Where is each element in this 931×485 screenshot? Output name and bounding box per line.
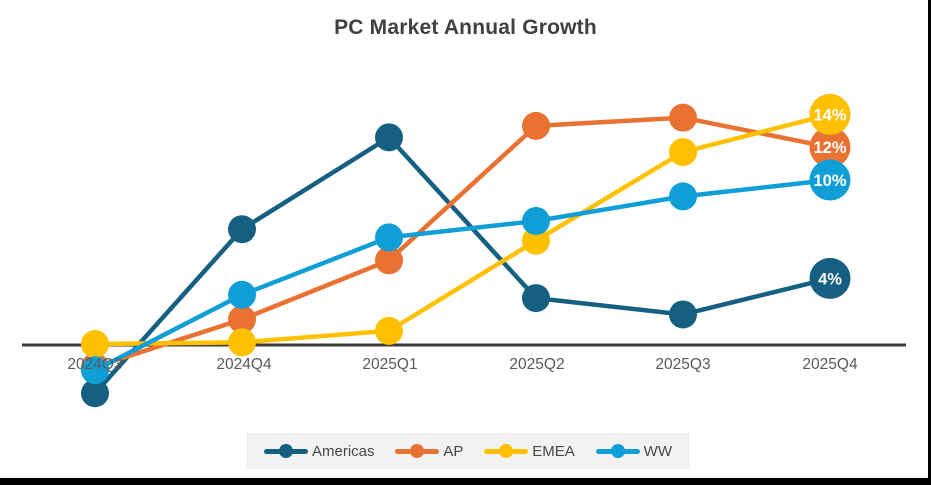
data-point-ww-2024q3 [81,356,109,385]
series-line-americas [92,135,833,396]
data-point-emea-2024q4 [228,328,256,357]
end-data-label-ap: 12% [813,139,846,157]
data-point-ap-2024q4 [228,305,256,334]
data-point-ww-2025q1 [375,223,403,252]
end-data-label-emea: 14% [813,106,846,124]
end-marker-ww [809,159,851,201]
data-point-emea-2024q3 [81,330,109,358]
legend-item-emea: EMEA [484,443,575,460]
data-point-emea-2025q1 [375,316,403,345]
data-point-ap-2025q1 [375,246,403,275]
data-point-emea-2025q2 [522,226,550,255]
data-point-ww-2025q3 [669,182,697,211]
legend-swatch-americas-icon [264,444,308,458]
frame-border-bottom [0,478,931,485]
series-line-ap [92,115,833,370]
frame-border-right [928,0,931,485]
legend-item-ap: AP [395,443,463,460]
legend-label-ww: WW [643,442,672,460]
legend-swatch-ap-icon [395,444,440,458]
data-point-americas-2024q3 [81,379,109,408]
legend-label-ap: AP [443,442,464,460]
data-point-ap-2025q3 [669,103,697,132]
end-marker-emea [809,93,851,135]
data-point-ap-2025q2 [522,111,550,140]
end-data-label-ww: 10% [813,172,846,190]
data-point-americas-2025q2 [522,284,550,313]
end-data-label-americas: 4% [818,270,842,288]
legend-label-americas: Americas [312,442,375,460]
legend-label-emea: EMEA [532,442,575,460]
legend-swatch-emea-icon [484,444,529,458]
chart-title: PC Market Annual Growth [334,16,597,39]
legend-item-americas: Americas [264,443,375,460]
data-point-ww-2025q2 [522,207,550,235]
series-line-ww [92,177,833,373]
data-point-americas-2025q3 [669,300,697,329]
data-point-ww-2024q4 [228,280,256,309]
series-line-emea [92,112,833,347]
chart-legend: Americas AP EMEA WW [246,433,690,469]
legend-swatch-ww-icon [595,444,640,458]
legend-item-ww: WW [595,442,672,460]
data-point-americas-2024q4 [228,215,256,244]
data-point-emea-2025q3 [669,138,697,167]
data-point-americas-2025q1 [375,123,403,152]
end-marker-americas [809,257,851,299]
end-marker-ap [809,126,851,168]
